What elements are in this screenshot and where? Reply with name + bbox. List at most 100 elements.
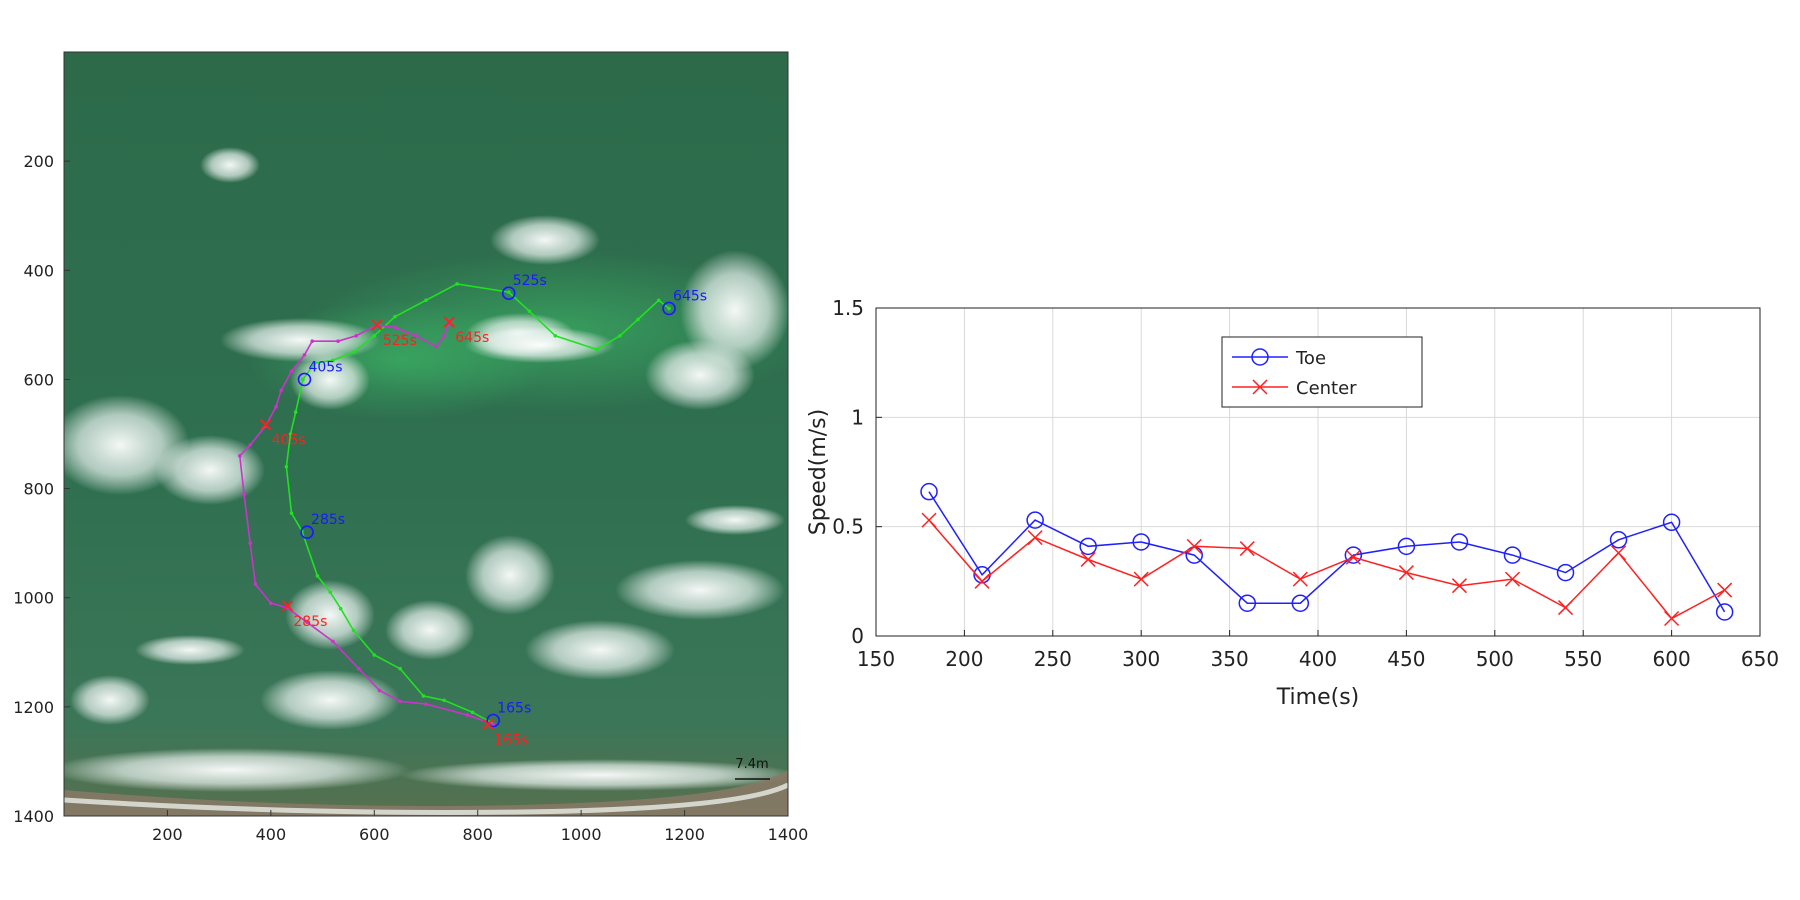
data-point-toe — [1079, 537, 1097, 556]
aerial-y-tick-label: 1000 — [13, 589, 54, 608]
trajectory-point — [310, 339, 315, 344]
data-point-toe — [1026, 511, 1044, 529]
x-tick-label: 600 — [1653, 647, 1691, 671]
x-axis: 150 200 250 300 350 400 450 500 550 600 650 — [857, 630, 1779, 671]
data-point-center — [1451, 578, 1467, 594]
trajectory-point — [279, 388, 284, 393]
x-tick-label: 650 — [1741, 647, 1779, 671]
trajectory-point — [269, 601, 273, 605]
trajectory-point — [288, 432, 293, 436]
data-point-center — [974, 573, 990, 589]
aerial-x-tick-label: 800 — [462, 825, 493, 844]
trajectory-point — [338, 606, 343, 611]
x-tick-label: 450 — [1387, 647, 1425, 671]
x-tick-label: 250 — [1034, 647, 1072, 671]
data-point-center — [921, 512, 937, 528]
trajectory-point — [313, 361, 317, 365]
aerial-y-tick-label: 600 — [23, 370, 54, 389]
trajectory-point — [242, 492, 246, 496]
y-tick-label: 1.5 — [832, 296, 864, 320]
center-marker-label: 645s — [455, 330, 489, 346]
data-point-toe — [1715, 603, 1734, 621]
trajectory-point — [413, 333, 418, 338]
aerial-photo — [64, 52, 788, 816]
trajectory-point — [351, 628, 356, 633]
trajectory-point — [636, 317, 640, 322]
toe-marker-label: 405s — [308, 359, 342, 375]
trajectory-point — [354, 333, 358, 338]
aerial-panel: 165s 285s 405s 525s 645s 165s 285s 405s 525s 645s… — [13, 51, 808, 844]
toe-marker-label: 285s — [311, 512, 345, 528]
data-point-center — [1611, 545, 1627, 561]
aerial-x-tick-label: 1000 — [561, 825, 602, 844]
toe-marker — [501, 286, 516, 301]
data-point-center — [1504, 571, 1521, 587]
center-marker — [281, 600, 294, 612]
data-point-center — [1133, 571, 1149, 587]
x-tick-label: 550 — [1564, 647, 1602, 671]
trajectory-point — [618, 333, 622, 338]
trajectory-point — [301, 377, 305, 382]
data-point-center — [1398, 565, 1414, 581]
trajectory-point — [372, 333, 377, 338]
toe-marker-label: 165s — [497, 701, 531, 717]
series-layer — [920, 482, 1734, 627]
toe-marker-label: 525s — [513, 273, 547, 289]
trajectory-point — [293, 410, 298, 414]
x-tick-label: 400 — [1299, 647, 1337, 671]
trajectory-point — [351, 350, 356, 354]
trajectory-point — [465, 713, 470, 717]
trajectory-point — [331, 639, 335, 644]
aerial-y-tick-label: 800 — [23, 480, 54, 499]
trajectory-point — [553, 333, 558, 338]
legend: Toe Center — [1221, 336, 1423, 408]
data-point-center — [1080, 551, 1096, 567]
data-point-center — [1345, 549, 1361, 565]
x-tick-label: 300 — [1122, 647, 1160, 671]
trajectory-point — [248, 443, 252, 447]
data-point-toe — [1291, 594, 1310, 612]
center-marker — [260, 419, 272, 431]
data-point-center — [1186, 538, 1202, 554]
trajectory-point — [393, 325, 397, 330]
data-point-toe — [1397, 537, 1416, 556]
toe-marker — [662, 301, 676, 316]
data-point-toe — [1503, 546, 1522, 564]
aerial-x-tick-label: 600 — [359, 825, 390, 844]
aerial-x-tick-label: 400 — [256, 825, 287, 844]
y-tick-label: 0.5 — [832, 515, 864, 539]
trajectory-point — [248, 541, 252, 545]
y-axis-label: Speed(m/s) — [806, 409, 831, 535]
data-point-toe — [1238, 594, 1257, 612]
trajectory-point — [253, 582, 258, 586]
y-tick-label: 0 — [851, 624, 864, 648]
aerial-x-tick-label: 200 — [152, 825, 183, 844]
trajectory-point — [398, 699, 402, 704]
trajectory-point — [656, 298, 661, 303]
trajectory-point — [328, 590, 333, 595]
data-point-toe — [1132, 533, 1150, 551]
data-point-center — [1027, 530, 1043, 546]
aerial-y-axis: 200 400 600 800 1000 1200 1400 — [13, 152, 70, 826]
data-point-toe — [920, 482, 938, 501]
trajectory-point — [289, 369, 294, 374]
trajectory-point — [594, 347, 599, 352]
speed-chart: 150 200 250 300 350 400 450 500 550 600 650 0 0.5 1 1… — [806, 296, 1779, 710]
data-point-toe — [1609, 531, 1628, 549]
trajectory-point — [667, 306, 671, 311]
data-point-center — [1292, 571, 1308, 587]
trajectory-point — [315, 574, 320, 578]
x-tick-label: 350 — [1211, 647, 1249, 671]
aerial-frame — [63, 51, 789, 817]
aerial-x-tick-label: 1200 — [664, 825, 705, 844]
trajectory-point — [372, 653, 377, 657]
x-tick-label: 200 — [945, 647, 983, 671]
scale-bar-label: 7.4m — [735, 757, 768, 772]
trajectory-point — [377, 688, 382, 693]
x-tick-label: 500 — [1476, 647, 1514, 671]
trajectory-point — [356, 666, 361, 671]
trajectory-point — [284, 464, 289, 469]
trajectory-point — [442, 698, 446, 703]
aerial-y-tick-label: 400 — [23, 261, 54, 280]
center-marker-label: 285s — [293, 614, 327, 630]
